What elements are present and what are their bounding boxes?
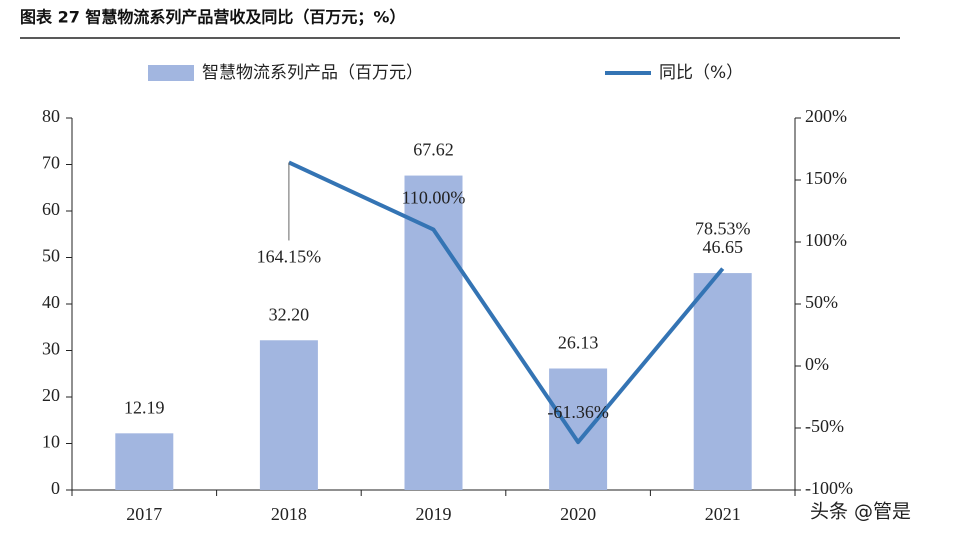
x-tick-label: 2020 [560,504,596,524]
bar-value-label: 26.13 [558,333,599,353]
line-value-label: -61.36% [547,402,609,422]
watermark: 头条 @管是 [810,501,911,523]
y2-tick-label: -100% [805,478,853,498]
line-value-label: 110.00% [402,188,466,208]
y2-tick-label: -50% [805,416,844,436]
bar [259,340,318,490]
y-tick-label: 40 [42,292,60,312]
bar [404,175,463,490]
x-tick-label: 2018 [271,504,307,524]
y-tick-label: 0 [51,478,60,498]
y2-tick-label: 150% [805,168,847,188]
bar-value-label: 32.20 [269,304,310,324]
line-value-label: 164.15% [257,247,322,267]
legend-label: 同比（%） [659,63,743,83]
chart-title: 图表 27 智慧物流系列产品营收及同比（百万元；%） [20,8,405,27]
y2-tick-label: 200% [805,106,847,126]
y-tick-label: 80 [42,106,60,126]
y-tick-label: 60 [42,199,60,219]
y-tick-label: 70 [42,153,60,173]
y2-tick-label: 0% [805,354,829,374]
y2-tick-label: 50% [805,292,838,312]
line-value-label: 78.53% [695,219,751,239]
line [288,160,725,445]
legend-swatch [148,65,194,81]
y-tick-label: 20 [42,385,60,405]
bar [115,433,174,490]
y-tick-label: 10 [42,432,60,452]
y2-tick-label: 100% [805,230,847,250]
x-tick-label: 2017 [126,504,162,524]
legend-label: 智慧物流系列产品（百万元） [202,63,423,83]
x-tick-label: 2021 [705,504,741,524]
bar-value-label: 12.19 [124,397,165,417]
bar [549,368,608,490]
x-tick-label: 2019 [416,504,452,524]
bar [693,273,752,490]
bar-value-label: 46.65 [702,237,743,257]
y-tick-label: 30 [42,339,60,359]
y-tick-label: 50 [42,246,60,266]
bar-value-label: 67.62 [413,140,454,160]
